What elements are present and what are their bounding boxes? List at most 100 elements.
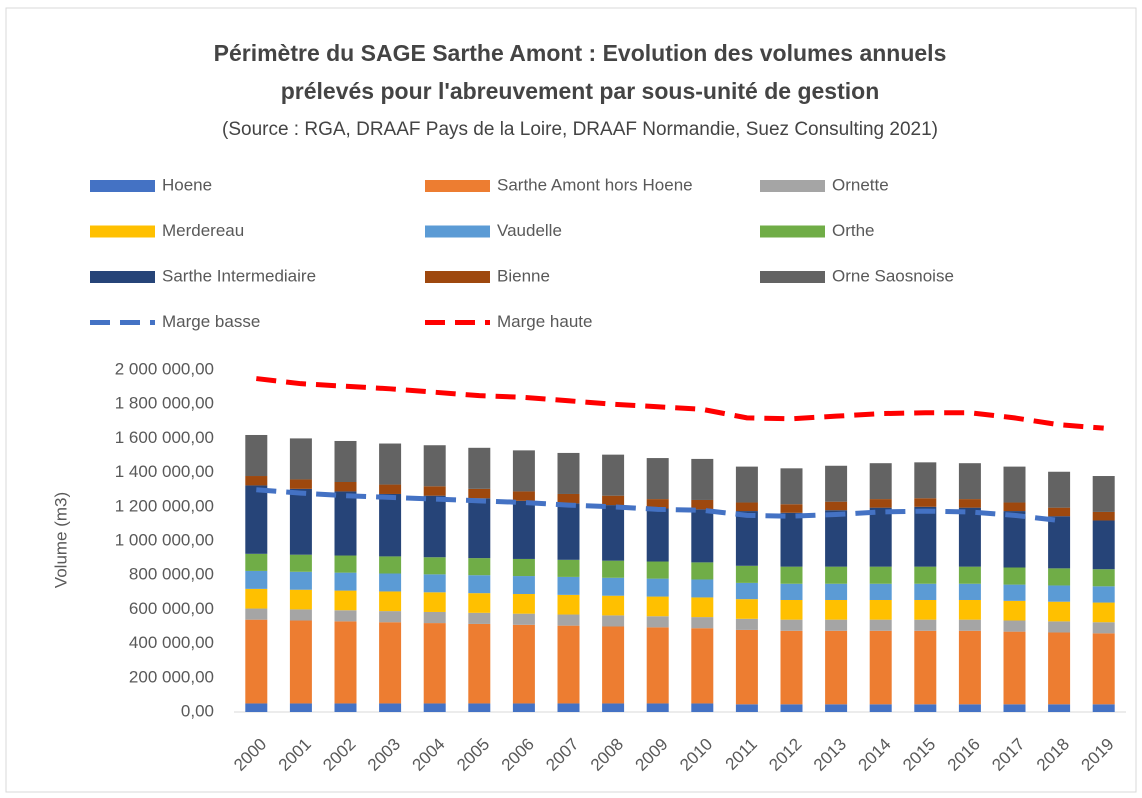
bar-segment — [334, 590, 357, 611]
bar-segment — [468, 498, 491, 559]
y-tick-label: 200 000,00 — [129, 667, 214, 686]
bar-segment — [958, 566, 981, 584]
bar-segment — [1092, 569, 1115, 587]
chart-subtitle: (Source : RGA, DRAAF Pays de la Loire, D… — [222, 119, 938, 140]
bar-segment — [780, 599, 803, 620]
bar-segment — [1003, 584, 1026, 601]
bar-segment — [825, 501, 848, 511]
bar-segment — [602, 626, 625, 704]
bar-segment — [334, 440, 357, 483]
bar-segment — [780, 504, 803, 513]
legend-label: Bienne — [497, 266, 550, 285]
bar-segment — [334, 703, 357, 712]
bar-segment — [602, 505, 625, 561]
bar-segment — [557, 625, 580, 704]
bar-segment — [512, 500, 535, 559]
bar-segment — [1092, 622, 1115, 634]
legend-label: Sarthe Amont hors Hoene — [497, 175, 693, 194]
bar-segment — [958, 499, 981, 508]
bar-segment — [780, 704, 803, 712]
bar-segment — [379, 591, 402, 612]
legend-label: Hoene — [162, 175, 212, 194]
bar-segment — [557, 614, 580, 626]
line-series — [256, 487, 1060, 523]
legend-label: Orne Saosnoise — [832, 266, 954, 285]
bar-segment — [869, 499, 892, 508]
bar-segment — [869, 583, 892, 600]
bar-segment — [691, 703, 714, 712]
legend-label: Vaudelle — [497, 221, 562, 240]
bar-segment — [245, 553, 268, 571]
bar-segment — [557, 503, 580, 560]
bar-segment — [602, 454, 625, 496]
bar-segment — [869, 463, 892, 500]
bar-segment — [646, 578, 669, 597]
bar-segment — [602, 703, 625, 712]
bar-segment — [958, 463, 981, 500]
bar-segment — [691, 579, 714, 598]
bar-segment — [1048, 601, 1071, 622]
bar-segment — [780, 619, 803, 631]
bar-segment — [1048, 568, 1071, 586]
bar-segment — [869, 704, 892, 712]
bar-segment — [825, 599, 848, 620]
bar-segment — [691, 499, 714, 510]
chart-title: Périmètre du SAGE Sarthe Amont : Evoluti… — [214, 40, 947, 66]
bar-segment — [334, 610, 357, 622]
bar-segment — [334, 555, 357, 573]
bar-segment — [646, 627, 669, 704]
bar-segment — [423, 703, 446, 712]
bar-segment — [825, 704, 848, 712]
bar-segment — [379, 493, 402, 557]
bar-segment — [735, 466, 758, 503]
bar-segment — [334, 482, 357, 492]
bar-segment — [691, 617, 714, 629]
bar-segment — [958, 704, 981, 712]
bar-segment — [869, 507, 892, 567]
bar-segment — [914, 704, 937, 712]
bar-segment — [1092, 476, 1115, 512]
bar-segment — [289, 571, 312, 590]
bar-segment — [869, 566, 892, 584]
bar-segment — [825, 619, 848, 631]
y-tick-label: 0,00 — [181, 701, 214, 720]
bar-segment — [646, 561, 669, 579]
bar-segment — [825, 583, 848, 600]
legend-swatch — [425, 180, 490, 192]
legend-swatch — [90, 271, 155, 283]
bar-segment — [869, 619, 892, 631]
bar-segment — [423, 557, 446, 575]
bar-segment — [423, 486, 446, 496]
bar-segment — [289, 438, 312, 480]
bar-segment — [691, 597, 714, 618]
chart-title: prélevés pour l'abreuvement par sous-uni… — [281, 78, 880, 104]
bar-segment — [914, 619, 937, 631]
bar-segment — [512, 558, 535, 577]
bar-segment — [914, 583, 937, 600]
legend-swatch — [90, 180, 155, 192]
bar-segment — [602, 560, 625, 578]
bar-segment — [646, 703, 669, 712]
y-tick-label: 1 400 000,00 — [115, 462, 214, 481]
bar-segment — [914, 566, 937, 584]
bar-segment — [1048, 471, 1071, 508]
bar-segment — [423, 623, 446, 704]
bar-segment — [958, 599, 981, 620]
bar-segment — [646, 458, 669, 500]
bar-segment — [379, 556, 402, 574]
bar-segment — [958, 630, 981, 705]
bar-segment — [245, 608, 268, 620]
bar-segment — [735, 629, 758, 705]
bar-segment — [245, 619, 268, 704]
bar-segment — [334, 572, 357, 591]
bar-segment — [289, 488, 312, 555]
bar-segment — [245, 703, 268, 712]
legend-swatch — [90, 225, 155, 238]
bar-segment — [646, 499, 669, 509]
legend-swatch — [760, 180, 825, 192]
legend-swatch — [425, 225, 490, 238]
bar-segment — [512, 624, 535, 704]
bar-segment — [780, 566, 803, 584]
bar-segment — [958, 583, 981, 600]
legend-label: Ornette — [832, 175, 889, 194]
